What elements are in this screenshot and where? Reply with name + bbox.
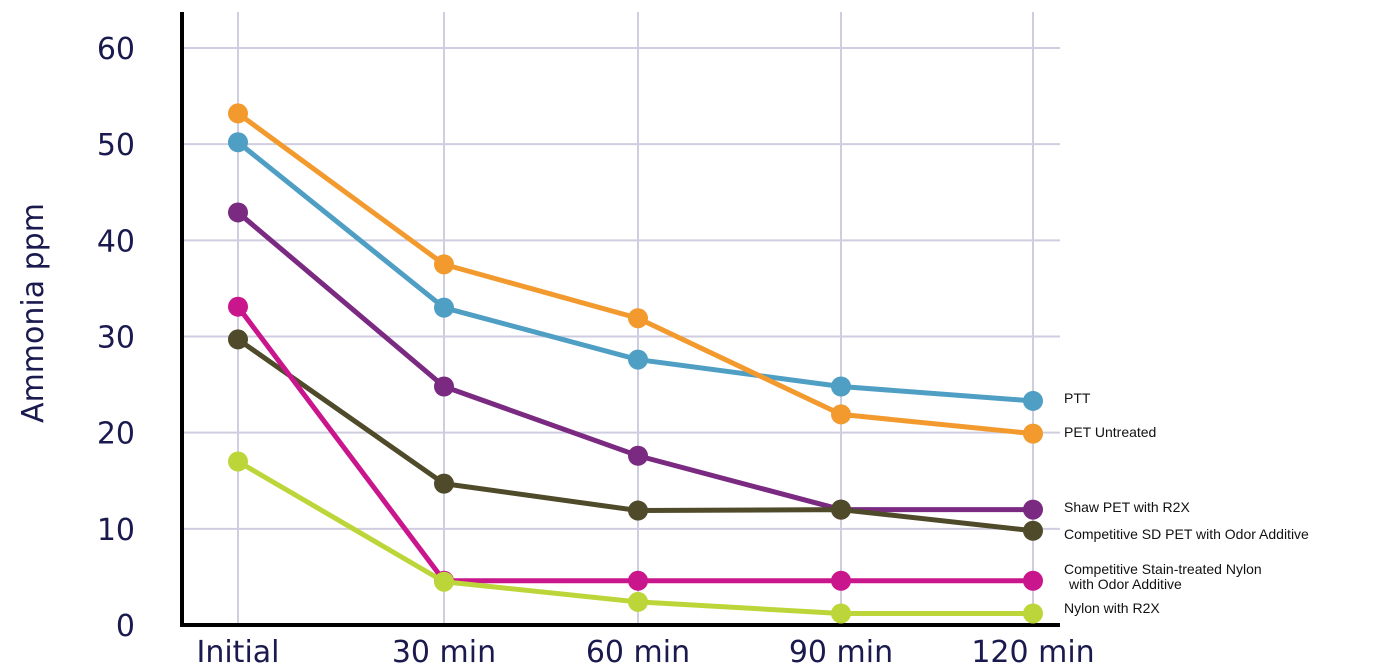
y-tick-label: 60 [97,32,135,67]
legend-label: Shaw PET with R2X [1064,499,1190,515]
data-point [1023,423,1043,444]
series-3 [228,329,1043,541]
data-point [628,500,648,521]
legend: PTT PET Untreated Shaw PET with R2X Competi… [1064,390,1309,616]
series-5 [228,451,1043,624]
series-0 [228,132,1043,411]
data-point [628,591,648,612]
data-point [434,376,454,397]
series-line [236,305,1033,584]
y-tick-label: 40 [97,224,135,259]
data-point [1023,520,1043,541]
data-point [1023,390,1043,411]
y-tick-label: 20 [97,417,135,452]
data-point [628,308,648,329]
x-tick-label: 90 min [789,635,893,670]
y-tick-label: 50 [97,128,135,163]
legend-label: Competitive SD PET with Odor Additive [1064,526,1309,542]
x-tick-label: 60 min [586,635,690,670]
grid [184,12,1060,625]
data-point [1023,499,1043,520]
x-tick-label: 30 min [392,635,496,670]
legend-label: with Odor Additive [1068,576,1182,592]
data-point [831,404,851,425]
data-point [831,499,851,520]
series-line [236,459,1033,616]
data-point [1023,603,1043,624]
y-axis-title: Ammonia ppm [16,203,51,423]
x-tick-label: 120 min [971,635,1094,670]
series-line [236,111,1034,437]
legend-label: Nylon with R2X [1064,600,1160,616]
legend-label: PET Untreated [1064,424,1156,440]
x-tick-labels: Initial 30 min 60 min 90 min 120 min [196,635,1094,670]
data-point [628,445,648,466]
data-point [228,202,248,223]
data-point [228,132,248,153]
y-tick-label: 0 [116,609,135,644]
data-point [831,570,851,591]
series-group [228,103,1043,624]
series-1 [228,103,1043,444]
data-point [628,570,648,591]
data-point [628,349,648,370]
data-point [228,103,248,124]
series-4 [228,296,1043,591]
x-tick-label: Initial [196,635,279,670]
data-point [434,254,454,275]
y-tick-label: 30 [97,321,135,356]
legend-label: PTT [1064,390,1091,406]
y-tick-label: 10 [97,513,135,548]
data-point [434,473,454,494]
legend-label: Competitive Stain-treated Nylon [1064,561,1262,577]
y-tick-labels: 0 10 20 30 40 50 60 [97,32,135,644]
data-point [831,376,851,397]
axes [180,12,1060,627]
data-point [228,451,248,472]
data-point [434,571,454,592]
data-point [831,603,851,624]
data-point [228,296,248,317]
data-point [1023,570,1043,591]
data-point [434,297,454,318]
data-point [228,329,248,350]
